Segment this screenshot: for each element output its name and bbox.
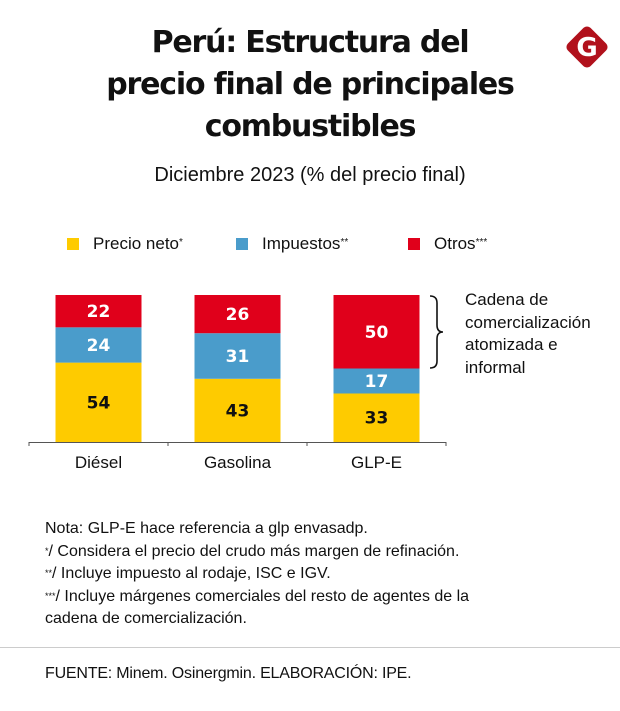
legend-swatch-otros — [408, 238, 420, 250]
data-label: 54 — [87, 393, 111, 413]
bar-segment-glp-e-1 — [333, 368, 420, 394]
title-line-3: combustibles — [204, 109, 417, 144]
annotation-text: Cadena de comercialización atomizada e i… — [465, 289, 591, 379]
note-line: Nota: GLP-E hace referencia a glp envasa… — [45, 518, 469, 541]
title-line-1: Perú: Estructura del — [151, 25, 470, 60]
legend-item-precio-neto: Precio neto * — [67, 234, 183, 254]
annotation-line: Cadena de — [465, 290, 549, 309]
data-label: 22 — [87, 302, 111, 322]
note-line: ***/ Incluye márgenes comerciales del re… — [45, 586, 469, 609]
bar-segment-glp-e-2 — [333, 295, 420, 369]
note-marker: * — [45, 545, 49, 556]
legend-swatch-precio-neto — [67, 238, 79, 250]
legend-marker: *** — [475, 236, 488, 248]
footnotes: Nota: GLP-E hace referencia a glp envasa… — [45, 518, 469, 631]
bar-segment-gasolina-1 — [194, 333, 281, 379]
bar-segment-di-sel-1 — [55, 327, 142, 363]
legend-label: Otros — [434, 234, 476, 253]
legend: Precio neto * Impuestos ** Otros *** — [0, 234, 620, 258]
note-line: **/ Incluye impuesto al rodaje, ISC e IG… — [45, 563, 469, 586]
legend-marker: * — [179, 236, 183, 248]
note-text: / Incluye márgenes comerciales del resto… — [55, 587, 470, 605]
data-label: 33 — [365, 409, 389, 429]
data-label: 17 — [365, 372, 389, 392]
note-text: / Considera el precio del crudo más marg… — [48, 542, 460, 560]
g-diamond-logo-icon: G — [566, 26, 608, 68]
note-marker: *** — [45, 590, 56, 601]
bar-segment-gasolina-2 — [194, 295, 281, 334]
legend-item-impuestos: Impuestos ** — [236, 234, 348, 254]
note-text: / Incluye impuesto al rodaje, ISC e IGV. — [52, 565, 331, 582]
legend-marker: ** — [340, 236, 349, 248]
data-label: 50 — [365, 323, 389, 343]
stacked-bar-chart: 54 24 22 Diésel 43 31 26 Gasolina 33 17 50 GLP-E — [28, 295, 447, 472]
legend-label: Precio neto — [93, 234, 179, 253]
divider — [0, 647, 620, 648]
annotation-line: informal — [465, 357, 526, 377]
logo-diamond — [566, 26, 608, 68]
x-tick-label: Diésel — [75, 453, 122, 472]
data-label: 24 — [87, 336, 111, 356]
x-tick-label: GLP-E — [351, 453, 402, 472]
annotation-line: atomizada e — [465, 335, 558, 354]
legend-label: Impuestos — [262, 234, 341, 253]
data-label: 31 — [226, 347, 250, 367]
note-text: Nota: GLP-E hace referencia a glp envasa… — [45, 520, 368, 537]
note-line: */ Considera el precio del crudo más mar… — [45, 541, 469, 564]
bar-segment-gasolina-0 — [194, 378, 281, 442]
note-text: cadena de comercialización. — [45, 610, 247, 627]
chart-subtitle: Diciembre 2023 (% del precio final) — [154, 164, 466, 186]
x-tick-label: Gasolina — [204, 453, 272, 472]
data-label: 43 — [226, 401, 250, 421]
bar-segment-di-sel-0 — [55, 362, 142, 442]
logo-letter: G — [576, 33, 597, 63]
title-line-2: precio final de principales — [106, 67, 515, 102]
legend-swatch-impuestos — [236, 238, 248, 250]
source-credit: FUENTE: Minem. Osinergmin. ELABORACIÓN: … — [45, 665, 412, 682]
data-label: 26 — [226, 305, 250, 325]
bar-segment-di-sel-2 — [55, 295, 142, 328]
legend-item-otros: Otros *** — [408, 234, 487, 254]
bar-segment-glp-e-0 — [333, 393, 420, 442]
note-marker: ** — [45, 568, 53, 578]
note-line: cadena de comercialización. — [45, 608, 469, 631]
annotation-line: comercialización — [465, 312, 591, 332]
chart-title: Perú: Estructura del precio final de pri… — [0, 22, 620, 148]
